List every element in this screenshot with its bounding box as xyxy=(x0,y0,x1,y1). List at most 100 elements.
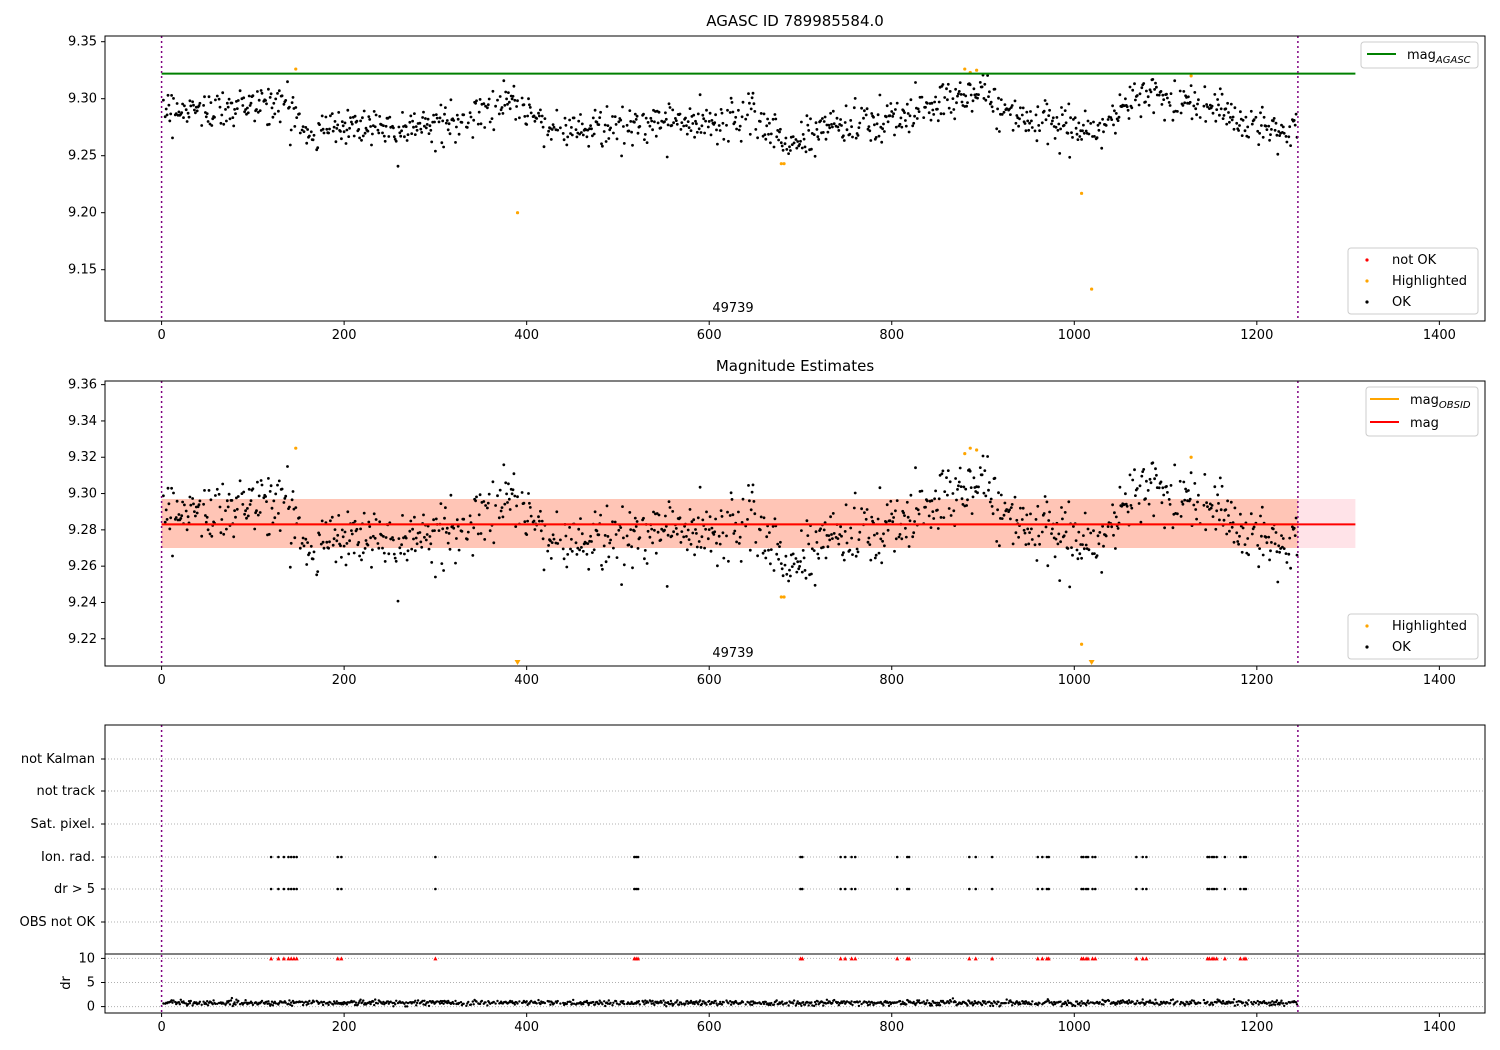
dr-point xyxy=(665,1005,668,1008)
panel2-ok-point xyxy=(501,515,505,519)
panel1-ok-point xyxy=(1068,155,1072,159)
panel1-ok-point xyxy=(968,83,972,87)
panel2-ok-point xyxy=(1071,553,1074,557)
dr-point xyxy=(863,1000,866,1003)
panel1-ok-point xyxy=(630,130,633,134)
panel2-ok-point xyxy=(653,528,656,532)
panel1-ok-point xyxy=(335,126,339,130)
dr-point xyxy=(638,1003,641,1006)
panel1-ok-point xyxy=(578,132,581,136)
dr-point xyxy=(920,1001,924,1004)
panel1-ok-point xyxy=(1030,126,1034,129)
panel2-ok-point xyxy=(781,574,785,578)
panel1-ok-point xyxy=(577,119,581,123)
panel1-ok-point xyxy=(301,125,305,128)
panel1-ok-point xyxy=(291,96,295,99)
panel1-ok-point xyxy=(815,127,819,131)
panel1-ok-point xyxy=(1044,118,1048,122)
dr-point xyxy=(795,1002,798,1005)
panel2-ok-point xyxy=(800,529,803,532)
panel1-ok-point xyxy=(168,119,172,123)
panel1-ok-point xyxy=(1054,125,1058,129)
panel2-ok-point xyxy=(430,561,434,564)
panel2-ok-point xyxy=(1222,518,1226,522)
panel1-ok-point xyxy=(343,121,347,125)
panel2-ok-point xyxy=(762,516,766,520)
panel1-ok-point xyxy=(193,108,196,112)
panel2-ok-point xyxy=(951,492,955,495)
panel1-ok-point xyxy=(1058,152,1062,155)
dr-point xyxy=(934,1001,937,1005)
panel1-ok-point xyxy=(866,127,870,131)
panel1-highlighted-point xyxy=(515,211,520,215)
legend-highlighted-marker xyxy=(1365,279,1369,283)
panel2-ok-point xyxy=(801,549,805,552)
flag-marker xyxy=(850,855,853,859)
panel2-ok-point xyxy=(1235,531,1239,535)
panel1-ok-point xyxy=(329,114,332,118)
panel2-out-of-range-marker xyxy=(1088,660,1095,665)
panel1-ok-point xyxy=(429,128,433,132)
panel2-ok-point xyxy=(948,480,952,484)
dr-point xyxy=(1087,1002,1091,1005)
panel2-ok-point xyxy=(1187,489,1190,492)
dr-point xyxy=(566,1000,569,1004)
dr-point xyxy=(467,1000,470,1004)
dr-point xyxy=(1127,999,1131,1002)
flag-marker xyxy=(1244,887,1248,891)
panel1-ok-point xyxy=(741,100,745,104)
panel2-ok-point xyxy=(566,553,570,556)
panel1-ok-point xyxy=(535,117,539,120)
panel1-ok-point xyxy=(900,125,904,129)
dr-clipped-marker xyxy=(1081,956,1086,961)
panel2-ok-point xyxy=(971,495,975,499)
panel2-ok-point xyxy=(604,560,608,564)
panel2-ok-point xyxy=(775,552,779,556)
flag-marker xyxy=(636,855,640,859)
dr-point xyxy=(886,1001,890,1005)
dr-point xyxy=(327,1003,330,1007)
panel2-ok-point xyxy=(175,499,179,503)
panel1-ok-point xyxy=(765,124,769,128)
panel2-ok-point xyxy=(465,537,469,541)
flag-marker xyxy=(340,855,343,859)
panel2-ok-point xyxy=(222,532,226,536)
panel1-ok-point xyxy=(1252,118,1256,122)
panel1-ok-point xyxy=(1161,93,1165,97)
dr-point xyxy=(622,1000,625,1003)
panel1-ok-point xyxy=(483,126,487,129)
panel2-ok-point xyxy=(1192,503,1196,507)
panel2-ok-point xyxy=(1113,511,1116,515)
dr-point xyxy=(618,1003,621,1006)
panel2-ok-point xyxy=(703,546,706,550)
panel1-ok-point xyxy=(404,125,408,129)
panel1-ok-point xyxy=(1226,101,1229,105)
panel2-ok-point xyxy=(864,517,868,521)
panel1-ok-point xyxy=(725,123,728,127)
dr-point xyxy=(1048,1001,1051,1004)
flag-row-label: dr > 5 xyxy=(54,882,95,897)
panel1-ok-point xyxy=(857,126,861,129)
panel2-ok-point xyxy=(1114,515,1118,519)
panel2-ok-point xyxy=(611,520,614,524)
panel1-ok-point xyxy=(789,149,792,152)
flag-marker xyxy=(434,887,437,891)
panel2-ok-point xyxy=(621,505,624,508)
panel2-ok-point xyxy=(180,514,184,518)
panel1-ok-point xyxy=(455,113,459,117)
panel1-ok-point xyxy=(452,119,456,122)
panel1-ok-point xyxy=(1002,110,1006,114)
dr-point xyxy=(1154,998,1157,1001)
panel1-ok-point xyxy=(956,94,959,98)
panel1-ok-point xyxy=(374,113,378,117)
flag-marker xyxy=(269,887,273,891)
panel2-ok-point xyxy=(667,500,671,503)
panel2-ok-point xyxy=(939,516,943,519)
panel1-ok-point xyxy=(359,119,362,123)
dr-point xyxy=(438,1002,442,1005)
panel2-ok-point xyxy=(482,500,486,503)
flag-marker xyxy=(1084,887,1088,891)
panel1-ok-point xyxy=(740,115,744,119)
panel1-ok-point xyxy=(486,103,490,107)
panel2-ok-point xyxy=(364,539,368,542)
